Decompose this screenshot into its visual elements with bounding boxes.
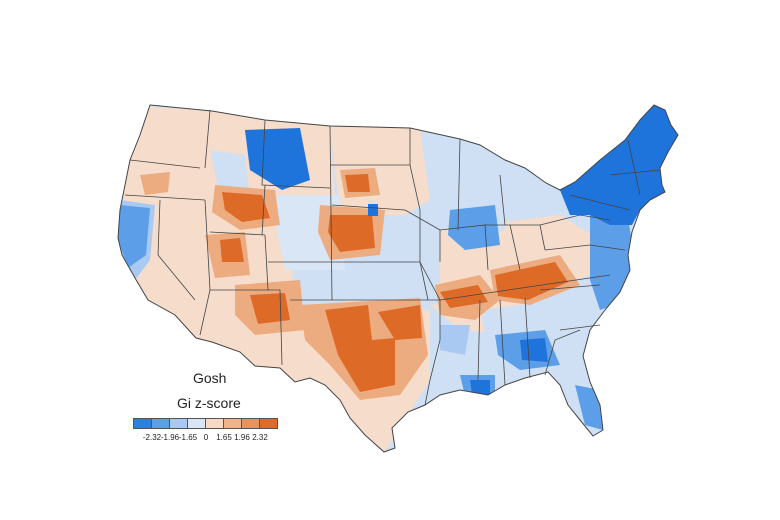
legend-tick-label: -2.32 [142, 433, 162, 442]
legend-swatch-5 [223, 418, 242, 429]
legend-swatch-1 [151, 418, 170, 429]
legend-swatch-6 [241, 418, 260, 429]
legend-swatch-4 [205, 418, 224, 429]
legend-tick-label: -1.96 [160, 433, 180, 442]
state-borders [117, 104, 679, 453]
legend-tick-label: 1.96 [234, 433, 250, 442]
county-fill-layer [118, 105, 678, 452]
legend-swatch-7 [259, 418, 278, 429]
legend-swatch-2 [169, 418, 188, 429]
legend-tick-label: 0 [203, 433, 209, 442]
legend-ticks: -2.32 -1.96 -1.65 0 1.65 1.96 2.32 [133, 433, 293, 445]
legend-tick-label: 1.65 [216, 433, 232, 442]
legend-tick-label: -1.65 [178, 433, 198, 442]
legend-swatch-3 [187, 418, 206, 429]
legend-color-bar [133, 418, 278, 429]
legend-title: Gi z-score [177, 395, 241, 411]
legend-tick-label: 2.32 [252, 433, 268, 442]
map-title: Gosh [193, 370, 227, 386]
legend-swatch-0 [133, 418, 152, 429]
